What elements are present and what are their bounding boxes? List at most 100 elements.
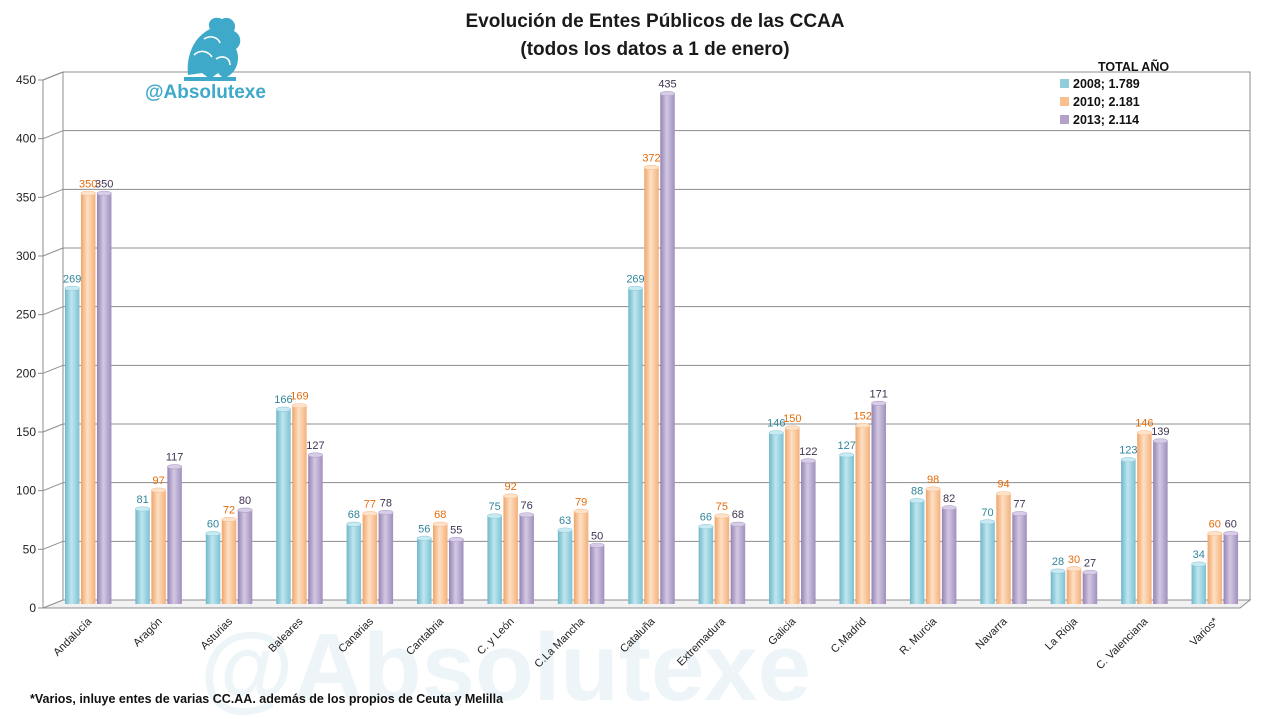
gridline-side <box>42 306 64 316</box>
bar-2008-9 <box>698 524 714 604</box>
data-label-2008: 60 <box>207 519 219 531</box>
bar-2013-16 <box>1223 531 1239 604</box>
bar-2008-16 <box>1191 561 1207 604</box>
gridline-side <box>42 71 64 81</box>
data-label-2013: 76 <box>521 500 533 512</box>
data-label-2010: 72 <box>223 505 235 517</box>
bar-2013-6 <box>519 512 535 604</box>
bar-2010-2 <box>221 517 237 604</box>
data-label-2010: 60 <box>1209 519 1221 531</box>
data-label-2013: 122 <box>799 446 817 458</box>
data-label-2008: 269 <box>63 273 81 285</box>
bar-2010-9 <box>714 513 730 604</box>
data-label-2010: 68 <box>434 509 446 521</box>
y-tick-label: 100 <box>16 484 36 498</box>
data-label-2013: 68 <box>732 509 744 521</box>
data-label-2013: 127 <box>306 440 324 452</box>
bar-2010-15 <box>1136 430 1152 604</box>
data-label-2010: 30 <box>1068 554 1080 566</box>
gridline-side <box>42 188 64 198</box>
gridline-side <box>42 130 64 140</box>
bar-2008-1 <box>135 506 151 604</box>
data-label-2013: 117 <box>166 452 184 464</box>
bar-2010-7 <box>573 508 589 604</box>
data-label-2010: 79 <box>575 496 587 508</box>
legend: TOTAL AÑO 2008; 1.789 2010; 2.181 2013; … <box>1060 59 1169 127</box>
data-label-2010: 372 <box>642 153 660 165</box>
y-tick-label: 50 <box>23 542 37 556</box>
chart-title: Evolución de Entes Públicos de las CCAA <box>465 11 844 32</box>
data-label-2008: 63 <box>559 515 571 527</box>
data-label-2008: 56 <box>418 523 430 535</box>
data-label-2008: 28 <box>1052 556 1064 568</box>
bar-2008-10 <box>768 430 784 604</box>
x-tick-label: C. Valenciana <box>1094 615 1151 672</box>
data-label-2010: 77 <box>364 499 376 511</box>
bar-2008-12 <box>909 498 925 604</box>
legend-title: TOTAL AÑO <box>1098 59 1169 74</box>
data-label-2008: 66 <box>700 512 712 524</box>
bar-2013-1 <box>167 464 183 604</box>
gridline-side <box>42 423 64 433</box>
bar-2013-0 <box>96 190 112 605</box>
data-label-2008: 269 <box>626 273 644 285</box>
gridline-side <box>42 247 64 257</box>
bar-2013-11 <box>871 400 887 604</box>
data-label-2008: 123 <box>1119 445 1137 457</box>
x-tick-label: Aragón <box>131 616 165 650</box>
x-tick-label: C.Madrid <box>829 616 869 656</box>
bar-2008-15 <box>1120 457 1136 604</box>
bar-2010-12 <box>925 486 941 604</box>
x-tick-label: Andalucía <box>51 615 95 659</box>
bar-2008-4 <box>346 521 362 604</box>
data-label-2013: 82 <box>943 493 955 505</box>
y-tick-label: 200 <box>16 366 36 380</box>
x-tick-label: Navarra <box>974 615 1011 652</box>
data-label-2010: 350 <box>79 178 97 190</box>
data-label-2008: 127 <box>838 440 856 452</box>
data-label-2013: 350 <box>95 178 113 190</box>
bar-2010-13 <box>996 491 1012 604</box>
bars <box>64 91 1239 605</box>
legend-swatch-2010 <box>1060 97 1069 106</box>
bar-2008-5 <box>416 535 432 604</box>
gridline-side <box>42 364 64 374</box>
legend-label-2008: 2008; 1.789 <box>1073 77 1140 91</box>
bar-2013-9 <box>730 521 746 604</box>
y-tick-label: 450 <box>16 73 36 87</box>
data-label-2010: 146 <box>1135 418 1153 430</box>
y-tick-label: 0 <box>29 601 36 615</box>
bar-2010-8 <box>643 165 660 604</box>
data-label-2013: 50 <box>591 530 603 542</box>
bar-2008-14 <box>1050 568 1066 604</box>
data-label-2013: 139 <box>1151 426 1169 438</box>
bar-2008-11 <box>839 452 855 604</box>
bar-2010-6 <box>503 493 519 604</box>
data-label-2010: 97 <box>152 475 164 487</box>
legend-label-2010: 2010; 2.181 <box>1073 95 1140 109</box>
legend-swatch-2008 <box>1060 79 1069 88</box>
data-label-2013: 435 <box>658 79 676 91</box>
bar-2010-16 <box>1207 531 1223 604</box>
data-label-2013: 80 <box>239 495 251 507</box>
data-label-2013: 78 <box>380 497 392 509</box>
y-axis: 0 50 100 150 200 250 300 350 400 450 <box>16 73 43 615</box>
bar-2008-0 <box>64 285 80 604</box>
chart-subtitle: (todos los datos a 1 de enero) <box>520 39 789 60</box>
data-label-2008: 88 <box>911 486 923 498</box>
data-label-2008: 81 <box>136 494 148 506</box>
bar-2008-3 <box>275 406 291 604</box>
bar-2010-14 <box>1066 566 1082 604</box>
data-label-2010: 152 <box>854 411 872 423</box>
bar-2010-5 <box>432 521 448 604</box>
bar-2013-15 <box>1152 438 1168 604</box>
bar-2013-2 <box>237 507 253 604</box>
bar-2013-13 <box>1012 511 1028 604</box>
legend-swatch-2013 <box>1060 115 1069 124</box>
data-label-2008: 146 <box>767 418 785 430</box>
watermark-text: @Absolutexe <box>200 614 811 719</box>
bar-2010-3 <box>291 403 307 604</box>
bar-2013-3 <box>307 452 323 604</box>
